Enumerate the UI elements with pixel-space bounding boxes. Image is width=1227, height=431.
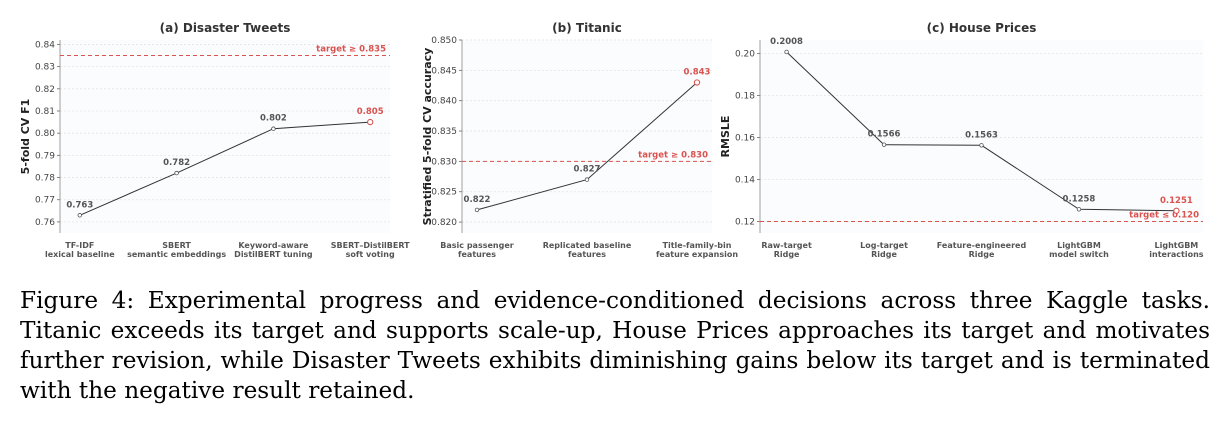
y-tick-label: 0.81 — [35, 107, 55, 117]
data-point — [1076, 207, 1082, 212]
target-label: target ≥ 0.835 — [316, 45, 386, 55]
data-label: 0.802 — [260, 114, 287, 124]
x-tick-label: Feature-engineered — [937, 241, 1027, 250]
x-tick-label: Ridge — [871, 250, 897, 259]
data-point — [979, 143, 984, 148]
data-label: 0.827 — [574, 165, 601, 175]
chart-title: (c) House Prices — [927, 21, 1037, 35]
data-label: 0.782 — [163, 158, 190, 168]
figure-caption: Figure 4: Experimental progress and evid… — [20, 287, 1210, 404]
data-point — [784, 49, 789, 55]
x-tick-label: features — [568, 250, 606, 259]
data-label: 0.1566 — [868, 130, 901, 140]
x-tick-label: LightGBM — [1155, 241, 1199, 250]
y-tick-label: 0.830 — [431, 157, 457, 167]
data-point — [271, 126, 276, 131]
data-point — [367, 118, 374, 126]
y-tick-label: 0.77 — [35, 196, 55, 206]
y-tick-label: 0.850 — [431, 36, 457, 46]
chart-title: (b) Titanic — [552, 21, 622, 35]
data-label: 0.2008 — [770, 37, 803, 47]
y-tick-label: 0.845 — [431, 66, 457, 76]
x-tick-label: Keyword-aware — [238, 241, 309, 250]
plot-area — [60, 40, 390, 233]
x-tick-label: SBERT–DistilBERT — [331, 241, 410, 250]
y-tick-label: 0.83 — [35, 63, 55, 73]
x-tick-label: Replicated baseline — [543, 241, 632, 250]
data-label: 0.1258 — [1063, 194, 1096, 204]
y-tick-label: 0.14 — [735, 176, 755, 186]
x-tick-label: Ridge — [774, 250, 800, 259]
x-tick-label: LightGBM — [1057, 241, 1101, 250]
figure-charts: (a) Disaster Tweets 0.76 0.77 0.78 0.79 0.80 0… — [19, 21, 1204, 259]
x-tick-label: SBERT — [162, 241, 191, 250]
y-tick-label: 0.835 — [431, 127, 457, 137]
data-point — [584, 177, 590, 182]
data-label: 0.1563 — [965, 130, 998, 140]
y-axis-label: RMSLE — [719, 116, 732, 158]
x-tick-label: Title-family-bin — [663, 241, 732, 250]
data-point — [881, 142, 887, 147]
y-tick-label: 0.820 — [431, 218, 457, 228]
data-point — [1173, 207, 1180, 214]
data-label: 0.763 — [66, 200, 93, 210]
y-tick-label: 0.825 — [431, 188, 457, 198]
y-tick-label: 0.20 — [735, 50, 755, 60]
y-tick-label: 0.16 — [735, 134, 755, 144]
chart-title: (a) Disaster Tweets — [160, 21, 291, 35]
series-line — [79, 121, 371, 216]
target-label: target ≥ 0.830 — [638, 150, 708, 160]
x-tick-label: Basic passenger — [440, 241, 513, 250]
plot-area — [462, 40, 712, 233]
chart-panel-1: (a) Disaster Tweets 0.76 0.77 0.78 0.79 0.80 0… — [19, 21, 410, 259]
x-tick-label: Log-target — [860, 241, 908, 250]
plot-area — [760, 40, 1203, 233]
x-tick-label: soft voting — [346, 250, 395, 259]
y-tick-label: 0.79 — [35, 151, 55, 161]
x-tick-label: DistilBERT tuning — [234, 250, 313, 259]
x-tick-label: interactions — [1149, 250, 1204, 259]
data-label: 0.822 — [464, 195, 491, 205]
y-tick-label: 0.76 — [35, 218, 55, 228]
y-tick-label: 0.84 — [35, 40, 55, 50]
x-tick-label: feature expansion — [656, 250, 738, 259]
x-tick-label: model switch — [1049, 250, 1109, 259]
data-label: 0.1251 — [1160, 196, 1193, 206]
x-tick-label: lexical baseline — [45, 250, 115, 259]
x-tick-label: features — [458, 250, 496, 259]
data-point — [77, 213, 82, 218]
data-label: 0.843 — [684, 67, 711, 77]
y-axis-label: Stratified 5-fold CV accuracy — [421, 48, 434, 226]
chart-panel-3: (c) House Prices 0.12 0.14 0.16 0.18 0.20 RMSL… — [719, 21, 1204, 259]
data-label: 0.805 — [357, 107, 384, 117]
x-tick-label: TF-IDF — [65, 241, 94, 250]
chart-panel-2: (b) Titanic 0.820 0.825 0.830 0.835 0.840 0.84… — [421, 21, 738, 259]
x-tick-label: Raw-target — [761, 241, 812, 250]
y-tick-label: 0.82 — [35, 85, 55, 95]
y-tick-label: 0.78 — [35, 174, 55, 184]
y-tick-label: 0.18 — [735, 92, 755, 102]
data-point — [474, 207, 480, 213]
data-point — [693, 79, 701, 86]
y-axis-label: 5-fold CV F1 — [19, 99, 32, 175]
y-tick-label: 0.80 — [35, 129, 55, 139]
y-tick-label: 0.12 — [735, 217, 755, 227]
target-label: target ≤ 0.120 — [1129, 210, 1199, 220]
x-tick-label: Ridge — [969, 250, 995, 259]
data-point — [174, 170, 179, 176]
x-tick-label: semantic embeddings — [127, 250, 226, 259]
y-tick-label: 0.840 — [431, 97, 457, 107]
